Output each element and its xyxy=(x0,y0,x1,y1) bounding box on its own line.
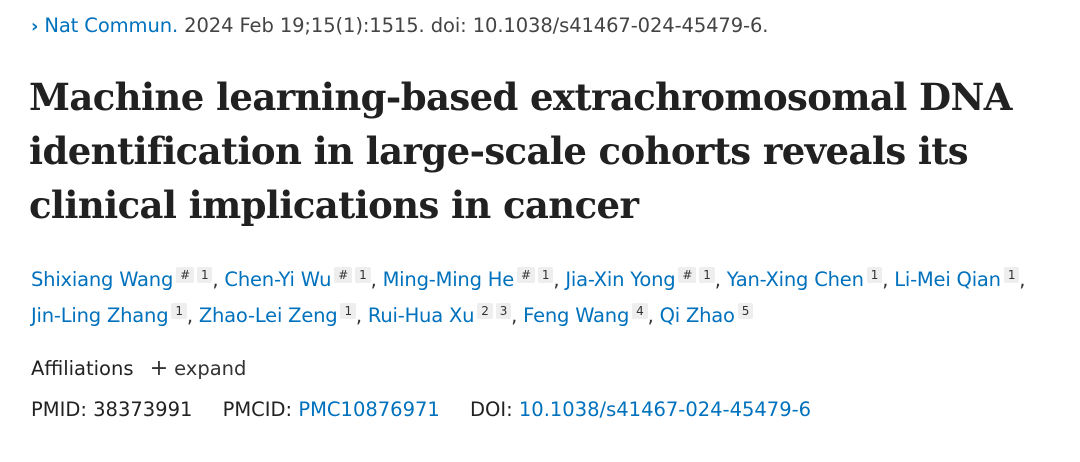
author-item: Rui-Hua Xu 2 3, xyxy=(367,303,518,327)
equal-contribution-mark: # xyxy=(517,267,535,283)
author-item: Li-Mei Qian 1, xyxy=(894,267,1026,291)
pmid-value: 38373991 xyxy=(93,398,193,421)
expand-label: expand xyxy=(174,357,247,380)
affiliation-number[interactable]: 4 xyxy=(632,303,648,319)
author-item: Shixiang Wang #1, xyxy=(31,267,219,291)
pmcid-link[interactable]: PMC10876971 xyxy=(298,398,440,421)
author-name-link[interactable]: Li-Mei Qian xyxy=(894,268,1001,291)
pmcid-group: PMCID: PMC10876971 xyxy=(223,398,446,421)
author-item: Jia-Xin Yong #1, xyxy=(565,267,721,291)
author-separator: , xyxy=(511,304,518,327)
affiliation-number[interactable]: 1 xyxy=(171,303,187,319)
author-separator: , xyxy=(1019,268,1026,291)
author-separator: , xyxy=(882,268,889,291)
pmid-group: PMID: 38373991 xyxy=(31,398,199,421)
equal-contribution-mark: # xyxy=(176,267,194,283)
author-item: Yan-Xing Chen 1, xyxy=(726,267,889,291)
affiliation-number[interactable]: 1 xyxy=(340,303,356,319)
authors-list: Shixiang Wang #1, Chen-Yi Wu #1, Ming-Ming… xyxy=(31,262,1071,334)
pmid-label: PMID: xyxy=(31,398,87,421)
affiliations-expand-button[interactable]: + expand xyxy=(149,356,247,381)
affiliation-number[interactable]: 1 xyxy=(699,267,715,283)
author-name-link[interactable]: Feng Wang xyxy=(523,304,630,327)
identifiers-row: PMID: 38373991 PMCID: PMC10876971 DOI: 1… xyxy=(31,398,835,421)
affiliation-number[interactable]: 1 xyxy=(537,267,554,283)
author-item: Jin-Ling Zhang 1, xyxy=(31,303,193,327)
doi-label: DOI: xyxy=(470,398,513,421)
author-item: Qi Zhao 5 xyxy=(659,303,754,327)
chevron-right-icon: › xyxy=(31,16,39,37)
affiliation-number[interactable]: 1 xyxy=(866,267,883,283)
article-title: Machine learning-based extrachromosomal … xyxy=(29,75,1012,227)
author-separator: , xyxy=(212,268,219,291)
author-name-link[interactable]: Rui-Hua Xu xyxy=(367,304,475,327)
author-name-link[interactable]: Ming-Ming He xyxy=(382,268,515,291)
equal-contribution-mark: # xyxy=(678,267,697,283)
author-item: Chen-Yi Wu #1, xyxy=(224,267,377,291)
author-separator: , xyxy=(553,268,560,291)
author-name-link[interactable]: Jin-Ling Zhang xyxy=(31,304,169,327)
affiliation-number[interactable]: 5 xyxy=(737,303,754,319)
doi-link[interactable]: 10.1038/s41467-024-45479-6 xyxy=(518,398,812,421)
affiliation-number[interactable]: 1 xyxy=(196,267,213,283)
author-separator: , xyxy=(186,304,193,327)
author-name-link[interactable]: Jia-Xin Yong xyxy=(565,268,676,291)
affiliations-row: Affiliations + expand xyxy=(31,356,246,381)
author-item: Ming-Ming He #1, xyxy=(382,267,560,291)
citation-line: › Nat Commun. 2024 Feb 19;15(1):1515. doi… xyxy=(31,14,768,37)
affiliation-number[interactable]: 1 xyxy=(355,267,371,283)
equal-contribution-mark: # xyxy=(334,267,353,283)
affiliations-label: Affiliations xyxy=(31,357,134,380)
doi-group: DOI: 10.1038/s41467-024-45479-6 xyxy=(470,398,811,421)
author-name-link[interactable]: Chen-Yi Wu xyxy=(224,268,332,291)
author-name-link[interactable]: Shixiang Wang xyxy=(31,268,174,291)
author-name-link[interactable]: Yan-Xing Chen xyxy=(726,268,864,291)
author-name-link[interactable]: Zhao-Lei Zeng xyxy=(198,304,338,327)
author-separator: , xyxy=(355,304,362,327)
pmcid-label: PMCID: xyxy=(222,398,293,421)
author-name-link[interactable]: Qi Zhao xyxy=(659,304,735,327)
affiliation-number[interactable]: 3 xyxy=(495,303,512,319)
plus-icon: + xyxy=(149,356,169,381)
affiliation-number[interactable]: 2 xyxy=(477,303,493,319)
journal-link[interactable]: Nat Commun. xyxy=(44,14,179,37)
author-separator: , xyxy=(647,304,654,327)
author-item: Feng Wang 4, xyxy=(523,303,654,327)
affiliation-number[interactable]: 1 xyxy=(1003,267,1020,283)
author-separator: , xyxy=(714,268,721,291)
author-item: Zhao-Lei Zeng 1, xyxy=(198,303,362,327)
author-separator: , xyxy=(370,268,377,291)
citation-details: 2024 Feb 19;15(1):1515. doi: 10.1038/s41… xyxy=(184,14,769,37)
